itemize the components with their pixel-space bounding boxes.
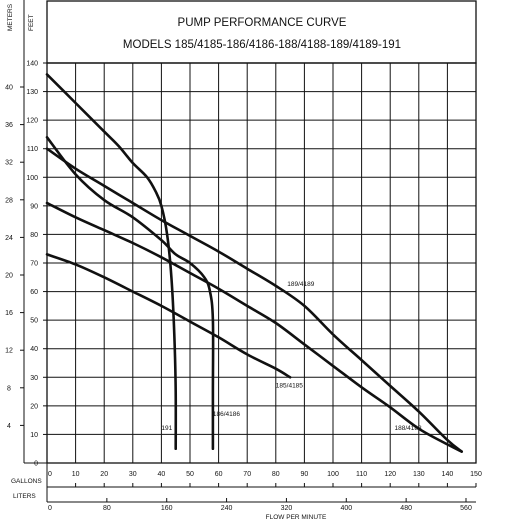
- meters-tick-label: 8: [7, 385, 11, 392]
- meters-tick-label: 12: [5, 348, 13, 355]
- feet-tick-label: 80: [30, 232, 38, 239]
- gallons-tick-label: 50: [186, 471, 194, 478]
- liters-tick-label: 480: [400, 505, 412, 512]
- curve-191: [45, 73, 178, 450]
- liters-tick-label: 240: [221, 505, 233, 512]
- gallons-tick-label: 110: [356, 471, 367, 478]
- feet-axis-label: FEET: [28, 14, 35, 31]
- feet-tick-label: 110: [27, 146, 38, 153]
- feet-tick-label: 100: [26, 175, 38, 182]
- feet-tick-label: 20: [30, 403, 38, 410]
- title-box: [46, 0, 477, 64]
- gallons-tick-label: 70: [243, 471, 251, 478]
- gallons-tick-label: 20: [100, 471, 108, 478]
- meters-tick-label: 36: [5, 122, 13, 129]
- curve-188-4188: [45, 201, 463, 453]
- curve-label-189-4189: 189/4189: [287, 281, 314, 288]
- liters-tick-label: 560: [460, 505, 472, 512]
- gallons-tick-label: 90: [301, 471, 309, 478]
- x-axis-label: FLOW PER MINUTE: [266, 514, 327, 521]
- gallons-tick-label: 40: [158, 471, 166, 478]
- gallons-tick-label: 0: [48, 471, 52, 478]
- gallons-tick-label: 140: [442, 471, 454, 478]
- feet-tick-label: 30: [30, 375, 38, 382]
- chart-title-line2: MODELS 185/4185-186/4186-188/4188-189/41…: [123, 39, 401, 51]
- curve-label-185-4185: 185/4185: [276, 382, 303, 389]
- curve-186-4186: [45, 136, 215, 450]
- gallons-label: GALLONS: [11, 478, 42, 485]
- feet-tick-label: 130: [26, 89, 38, 96]
- gallons-tick-label: 80: [272, 471, 280, 478]
- meters-tick-label: 32: [5, 160, 13, 167]
- gallons-tick-label: 150: [470, 471, 482, 478]
- feet-tick-label: 70: [30, 261, 38, 268]
- curve-label-186-4186: 186/4186: [213, 411, 240, 418]
- feet-tick-label: 50: [30, 318, 38, 325]
- liters-tick-label: 160: [161, 505, 173, 512]
- feet-tick-label: 10: [30, 432, 38, 439]
- tick-labels: 0 10 20 30 40 50 60 70 80 90 100 110 120 130 140 150010…: [5, 61, 482, 513]
- gallons-tick-label: 10: [72, 471, 80, 478]
- gallons-tick-label: 130: [413, 471, 425, 478]
- liters-tick-label: 80: [103, 505, 111, 512]
- meters-tick-label: 16: [5, 310, 13, 317]
- meters-tick-label: 24: [5, 235, 13, 242]
- plot-frame: [46, 62, 477, 464]
- gallons-tick-label: 120: [384, 471, 396, 478]
- curve-185-4185: [45, 253, 292, 379]
- feet-tick-label: 90: [30, 203, 38, 210]
- curve-labels: 191 186/4186 189/4189 188/4188 185/4185: [161, 281, 422, 432]
- liters-label: LITERS: [13, 493, 36, 500]
- meters-tick-label: 40: [5, 85, 13, 92]
- meters-tick-label: 4: [7, 423, 11, 430]
- feet-tick-label: 60: [30, 289, 38, 296]
- gallons-tick-label: 60: [215, 471, 223, 478]
- liters-tick-label: 320: [281, 505, 293, 512]
- grid-lines: [20, 62, 477, 502]
- meters-tick-label: 28: [5, 197, 13, 204]
- meters-tick-label: 20: [5, 273, 13, 280]
- liters-tick-label: 400: [340, 505, 352, 512]
- feet-tick-label: 140: [26, 61, 38, 68]
- gallons-tick-label: 100: [327, 471, 339, 478]
- curve-189-4189: [45, 147, 463, 453]
- pump-curves: [45, 73, 463, 453]
- liters-tick-label: 0: [48, 505, 52, 512]
- curve-label-188-4188: 188/4188: [394, 425, 421, 432]
- feet-tick-label: 40: [30, 346, 38, 353]
- meters-axis-label: METERS: [7, 3, 14, 31]
- feet-tick-label: 0: [34, 461, 38, 468]
- curve-label-191: 191: [161, 425, 172, 432]
- feet-tick-label: 120: [26, 118, 38, 125]
- chart-title-line1: PUMP PERFORMANCE CURVE: [178, 17, 347, 29]
- gallons-tick-label: 30: [129, 471, 137, 478]
